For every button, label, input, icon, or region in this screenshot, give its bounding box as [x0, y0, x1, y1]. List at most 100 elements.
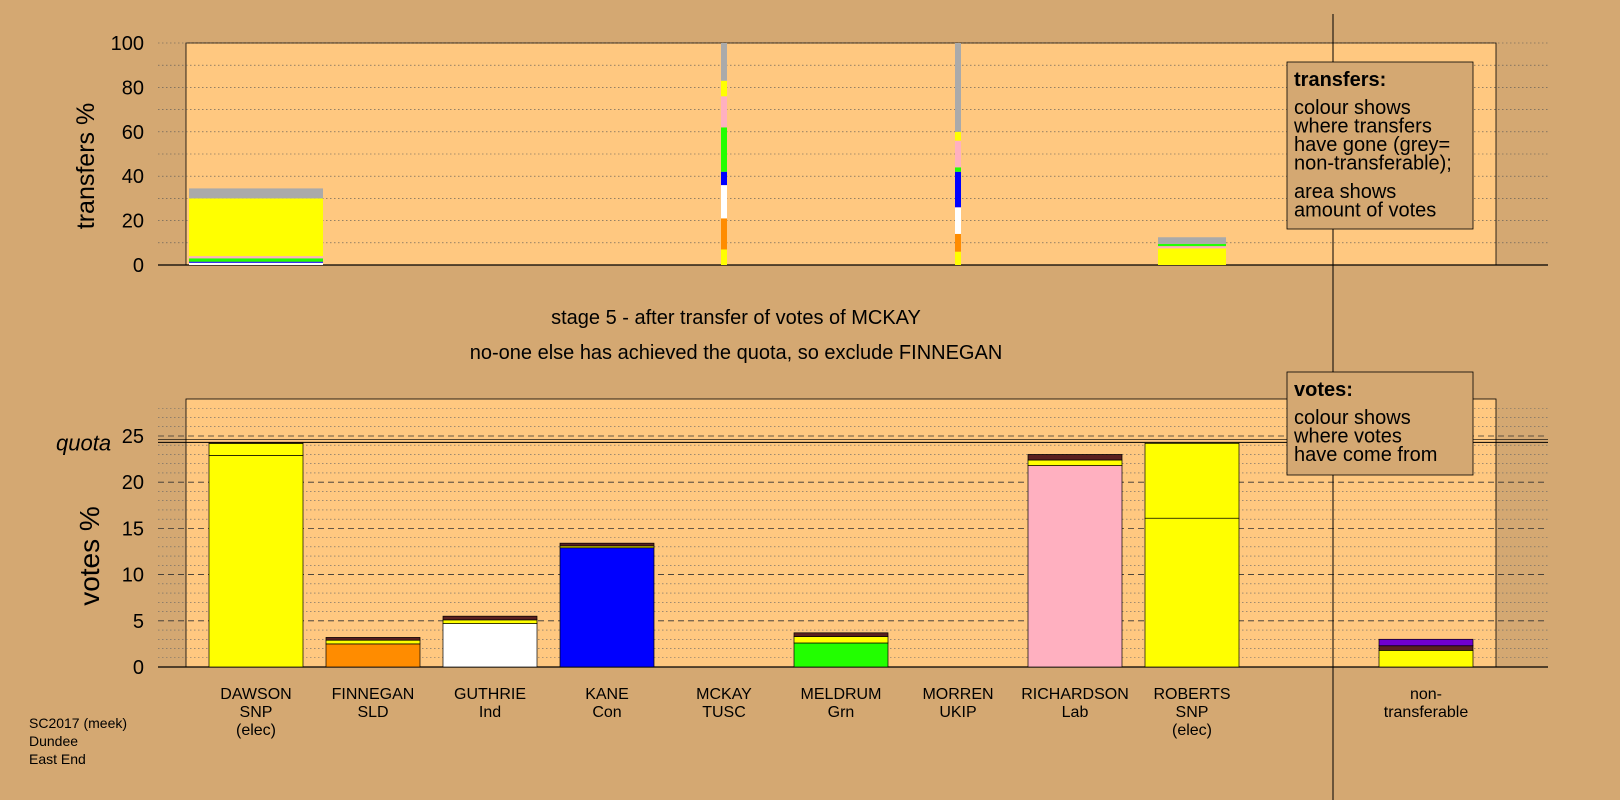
transfer-segment-dawson — [189, 258, 323, 262]
transfer-segment-morren — [955, 140, 961, 168]
transfers-legend-line: colour shows — [1294, 97, 1411, 119]
vote-segment — [559, 547, 655, 668]
votes-plot-area — [185, 398, 1497, 668]
transfer-segment-dawson — [189, 198, 323, 257]
candidate-label: KANE — [585, 686, 629, 703]
candidate-label: transferable — [1384, 704, 1469, 721]
votes-tick-label: 10 — [122, 565, 144, 587]
stage-text: stage 5 - after transfer of votes of MCK… — [551, 307, 921, 329]
transfer-segment-mckay — [721, 96, 727, 128]
transfer-segment-dawson — [189, 262, 323, 265]
candidate-label: ROBERTS — [1153, 686, 1230, 703]
candidate-label: MCKAY — [696, 686, 752, 703]
transfer-segment-mckay — [721, 218, 727, 250]
transfers-tick-label: 20 — [122, 211, 144, 233]
votes-legend-line: where votes — [1293, 426, 1402, 448]
transfers-tick-label: 0 — [133, 255, 144, 277]
vote-segment — [1144, 443, 1240, 519]
vote-segment — [1027, 454, 1123, 461]
vote-segment — [1378, 650, 1474, 668]
transfer-segment-morren — [955, 171, 961, 208]
candidate-label: SNP — [240, 704, 273, 721]
transfer-segment-roberts — [1158, 243, 1226, 247]
transfers-tick-label: 100 — [111, 33, 144, 55]
transfer-segment-dawson — [189, 261, 323, 263]
vote-segment — [793, 636, 889, 644]
candidate-label: MELDRUM — [801, 686, 882, 703]
transfer-segment-mckay — [721, 249, 727, 265]
votes-legend-line: have come from — [1294, 444, 1437, 466]
vote-segment — [793, 642, 889, 668]
candidate-label: SLD — [357, 704, 388, 721]
vote-segment — [208, 443, 304, 456]
transfer-segment-roberts — [1158, 237, 1226, 244]
vote-segment — [442, 615, 538, 621]
candidate-label: SNP — [1176, 704, 1209, 721]
transfer-segment-mckay — [721, 185, 727, 219]
candidate-label: Lab — [1062, 704, 1089, 721]
transfer-segment-mckay — [721, 127, 727, 172]
transfer-segment-roberts — [1158, 248, 1226, 265]
candidate-label: non- — [1410, 686, 1442, 703]
votes-tick-label: 5 — [133, 611, 144, 633]
transfer-segment-mckay — [721, 171, 727, 186]
transfer-segment-mckay — [721, 80, 727, 97]
candidate-label: RICHARDSON — [1021, 686, 1129, 703]
vote-segment — [1378, 645, 1474, 651]
votes-legend-line: colour shows — [1294, 407, 1411, 429]
election-footer: SC2017 (meek) Dundee East End — [29, 714, 127, 768]
votes-tick-label: 20 — [122, 472, 144, 494]
transfer-segment-dawson — [189, 188, 323, 199]
transfers-legend-line: have gone (grey= — [1294, 134, 1450, 156]
votes-axis-label: votes % — [74, 506, 105, 606]
candidate-label: FINNEGAN — [332, 686, 415, 703]
footer-line-1: SC2017 (meek) — [29, 715, 128, 731]
votes-tick-label: 15 — [122, 518, 144, 540]
transfers-plot-area — [185, 42, 1497, 266]
transfer-segment-morren — [955, 233, 961, 252]
vote-segment — [559, 542, 655, 547]
transfers-legend-box — [1286, 61, 1474, 230]
vote-segment — [442, 623, 538, 668]
transfers-legend-line: area shows — [1294, 181, 1396, 203]
transfer-segment-mckay — [721, 43, 727, 81]
vote-segment — [793, 632, 889, 637]
vote-segment — [208, 442, 304, 444]
candidate-label: Con — [592, 704, 621, 721]
transfers-legend-line: where transfers — [1293, 116, 1432, 138]
candidate-label: GUTHRIE — [454, 686, 526, 703]
transfer-segment-morren — [955, 207, 961, 234]
quota-label: quota — [56, 430, 111, 455]
votes-tick-label: 0 — [133, 657, 144, 679]
candidate-label: MORREN — [922, 686, 993, 703]
vote-segment — [1027, 459, 1123, 466]
candidate-label: Ind — [479, 704, 501, 721]
candidate-label: (elec) — [1172, 722, 1212, 739]
votes-legend-title: votes: — [1294, 379, 1353, 401]
votes-tick-label: 25 — [122, 426, 144, 448]
votes-legend-box — [1286, 371, 1474, 476]
candidate-label: Grn — [828, 704, 855, 721]
transfers-legend-line: amount of votes — [1294, 200, 1436, 222]
transfer-segment-morren — [955, 131, 961, 141]
vote-segment — [1378, 638, 1474, 647]
vote-segment — [208, 455, 304, 668]
transfer-segment-roberts — [1158, 246, 1226, 249]
vote-segment — [1027, 465, 1123, 668]
transfers-tick-label: 80 — [122, 77, 144, 99]
transfers-axis-label: transfers % — [72, 103, 100, 229]
transfers-legend-title: transfers: — [1294, 69, 1386, 91]
vote-segment — [442, 619, 538, 624]
vote-segment — [1144, 517, 1240, 668]
candidate-label: (elec) — [236, 722, 276, 739]
transfers-legend-line: non-transferable); — [1294, 153, 1452, 175]
candidate-label: UKIP — [939, 704, 976, 721]
candidate-label: DAWSON — [220, 686, 291, 703]
transfers-tick-label: 40 — [122, 166, 144, 188]
vote-segment — [325, 643, 421, 668]
